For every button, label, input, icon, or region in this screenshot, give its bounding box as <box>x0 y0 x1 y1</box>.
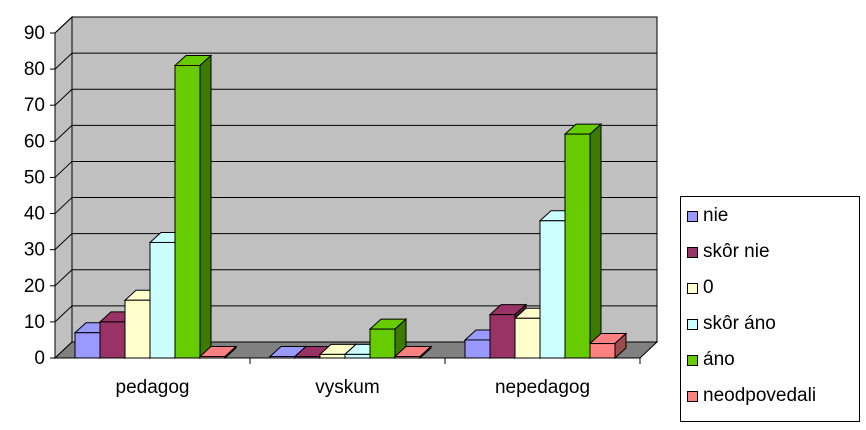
y-tick-label: 30 <box>24 240 45 261</box>
x-tick-label: nepedagog <box>495 377 590 398</box>
legend-item: neodpovedali <box>687 383 816 409</box>
y-tick-label: 20 <box>24 276 45 297</box>
x-axis: pedagog vyskum nepedagog <box>55 357 641 398</box>
bars <box>73 54 628 360</box>
gridline-side <box>54 161 73 178</box>
legend-swatch <box>687 246 698 258</box>
gridline-side <box>54 124 73 142</box>
legend-item: 0 <box>687 275 714 301</box>
y-tick-label: 10 <box>24 312 45 333</box>
legend-label: neodpovedali <box>703 385 817 406</box>
gridline-side <box>54 305 73 323</box>
legend-label: nie <box>703 205 729 226</box>
y-tick-label: 50 <box>24 167 45 188</box>
bar <box>489 314 516 359</box>
bar <box>564 133 591 359</box>
bar <box>514 317 541 359</box>
legend-label: 0 <box>703 277 714 298</box>
legend-swatch <box>687 282 698 294</box>
gridline-side <box>54 88 73 106</box>
legend-label: skôr nie <box>703 241 770 262</box>
gridline-side <box>54 52 73 70</box>
gridline-side <box>54 197 73 214</box>
legend-swatch <box>687 210 698 222</box>
bar <box>344 353 371 359</box>
legend-label: skôr áno <box>703 313 776 334</box>
legend-item: skôr nie <box>687 239 770 265</box>
bar <box>99 321 126 359</box>
y-tick-label: 80 <box>24 59 45 80</box>
bar <box>149 241 176 359</box>
bar <box>124 299 151 359</box>
bar <box>174 65 201 359</box>
bar <box>319 353 346 359</box>
y-tick-label: 90 <box>24 23 45 44</box>
x-tick-label: vyskum <box>315 377 379 398</box>
bar <box>369 328 396 359</box>
legend-item: skôr áno <box>687 311 776 337</box>
gridline-side <box>54 233 73 251</box>
legend: nie skôr nie 0 skôr áno áno neodpovedali <box>680 196 860 422</box>
bar-side <box>199 54 212 360</box>
y-tick-label: 70 <box>24 95 45 116</box>
legend-swatch <box>687 318 698 330</box>
legend-swatch <box>687 390 698 402</box>
bar-side <box>589 122 602 360</box>
legend-item: áno <box>687 347 735 373</box>
y-tick-label: 0 <box>34 348 45 369</box>
x-tick-label: pedagog <box>116 377 190 398</box>
bar <box>539 220 566 359</box>
gridline-side <box>54 16 73 34</box>
legend-swatch <box>687 354 698 366</box>
bar <box>589 343 616 359</box>
y-tick-label: 40 <box>24 204 45 225</box>
bar <box>74 332 101 359</box>
bar <box>464 339 491 359</box>
y-tick-label: 60 <box>24 131 45 152</box>
side-wall <box>54 15 73 360</box>
y-axis: 0 10 20 30 40 50 60 70 80 90 <box>24 23 56 369</box>
gridline-side <box>54 269 73 287</box>
legend-label: áno <box>703 349 735 370</box>
legend-item: nie <box>687 203 728 229</box>
